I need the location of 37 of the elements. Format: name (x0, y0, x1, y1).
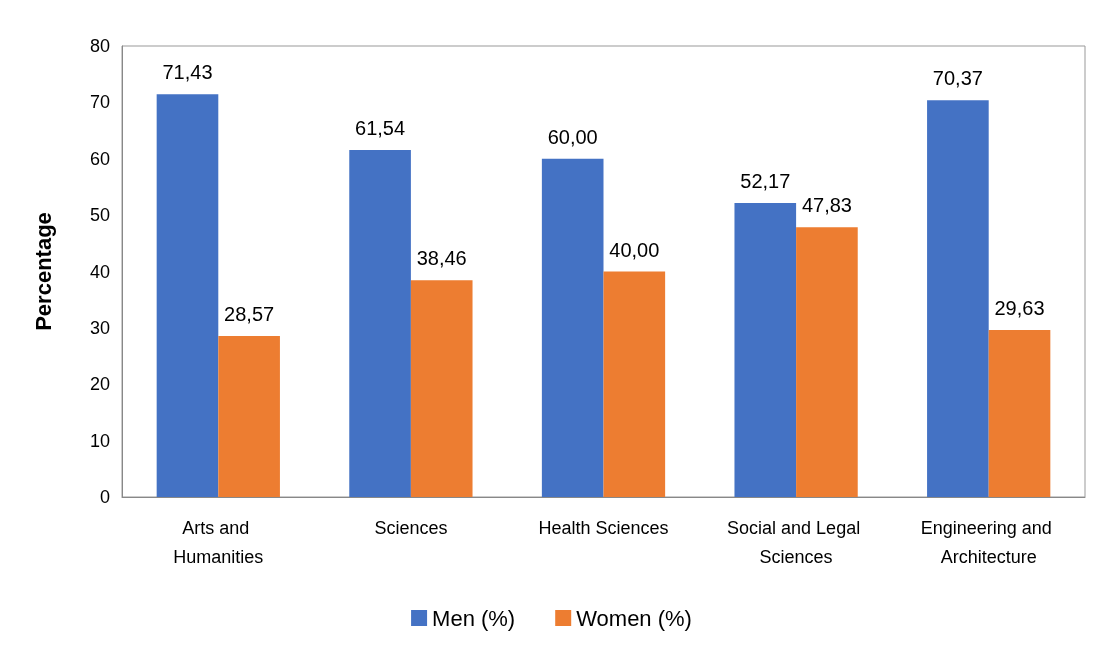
y-tick-label: 0 (99, 487, 110, 507)
data-label: 52,17 (740, 169, 791, 192)
data-label: 71,43 (162, 61, 213, 84)
data-label: 61,54 (355, 117, 406, 140)
bar (410, 280, 473, 497)
x-tick-label: Engineering and Architecture (920, 517, 1057, 567)
legend-label: Women (%) (576, 605, 692, 631)
legend-label: Men (%) (432, 605, 516, 631)
y-tick-label: 80 (89, 36, 110, 56)
y-axis-title: Percentage (30, 212, 56, 331)
data-label: 28,57 (224, 302, 275, 325)
data-label: 47,83 (801, 194, 852, 217)
y-tick-label: 10 (89, 430, 110, 451)
y-tick-label: 50 (89, 205, 110, 226)
y-tick-label: 60 (89, 148, 110, 169)
bar (541, 158, 604, 497)
bar (349, 150, 411, 497)
bar (218, 335, 280, 497)
data-label: 38,46 (416, 247, 467, 270)
bar (796, 227, 858, 497)
y-tick-label: 30 (89, 317, 110, 338)
bar (988, 329, 1051, 497)
bar (156, 94, 219, 497)
data-label: 70,37 (932, 67, 983, 90)
x-tick-label: Social and Legal Sciences (727, 517, 866, 567)
bar (734, 202, 797, 497)
data-label: 40,00 (609, 238, 660, 261)
y-tick-label: 40 (89, 261, 110, 282)
y-tick-label: 20 (89, 374, 110, 395)
y-tick-label: 70 (89, 92, 110, 113)
x-tick-label: Health Sciences (538, 517, 669, 538)
data-label: 60,00 (547, 125, 598, 148)
x-tick-label: Arts and Humanities (173, 517, 264, 567)
bar (927, 100, 989, 497)
bar (603, 271, 666, 497)
x-tick-label: Sciences (374, 517, 448, 538)
data-label: 29,63 (994, 296, 1045, 319)
